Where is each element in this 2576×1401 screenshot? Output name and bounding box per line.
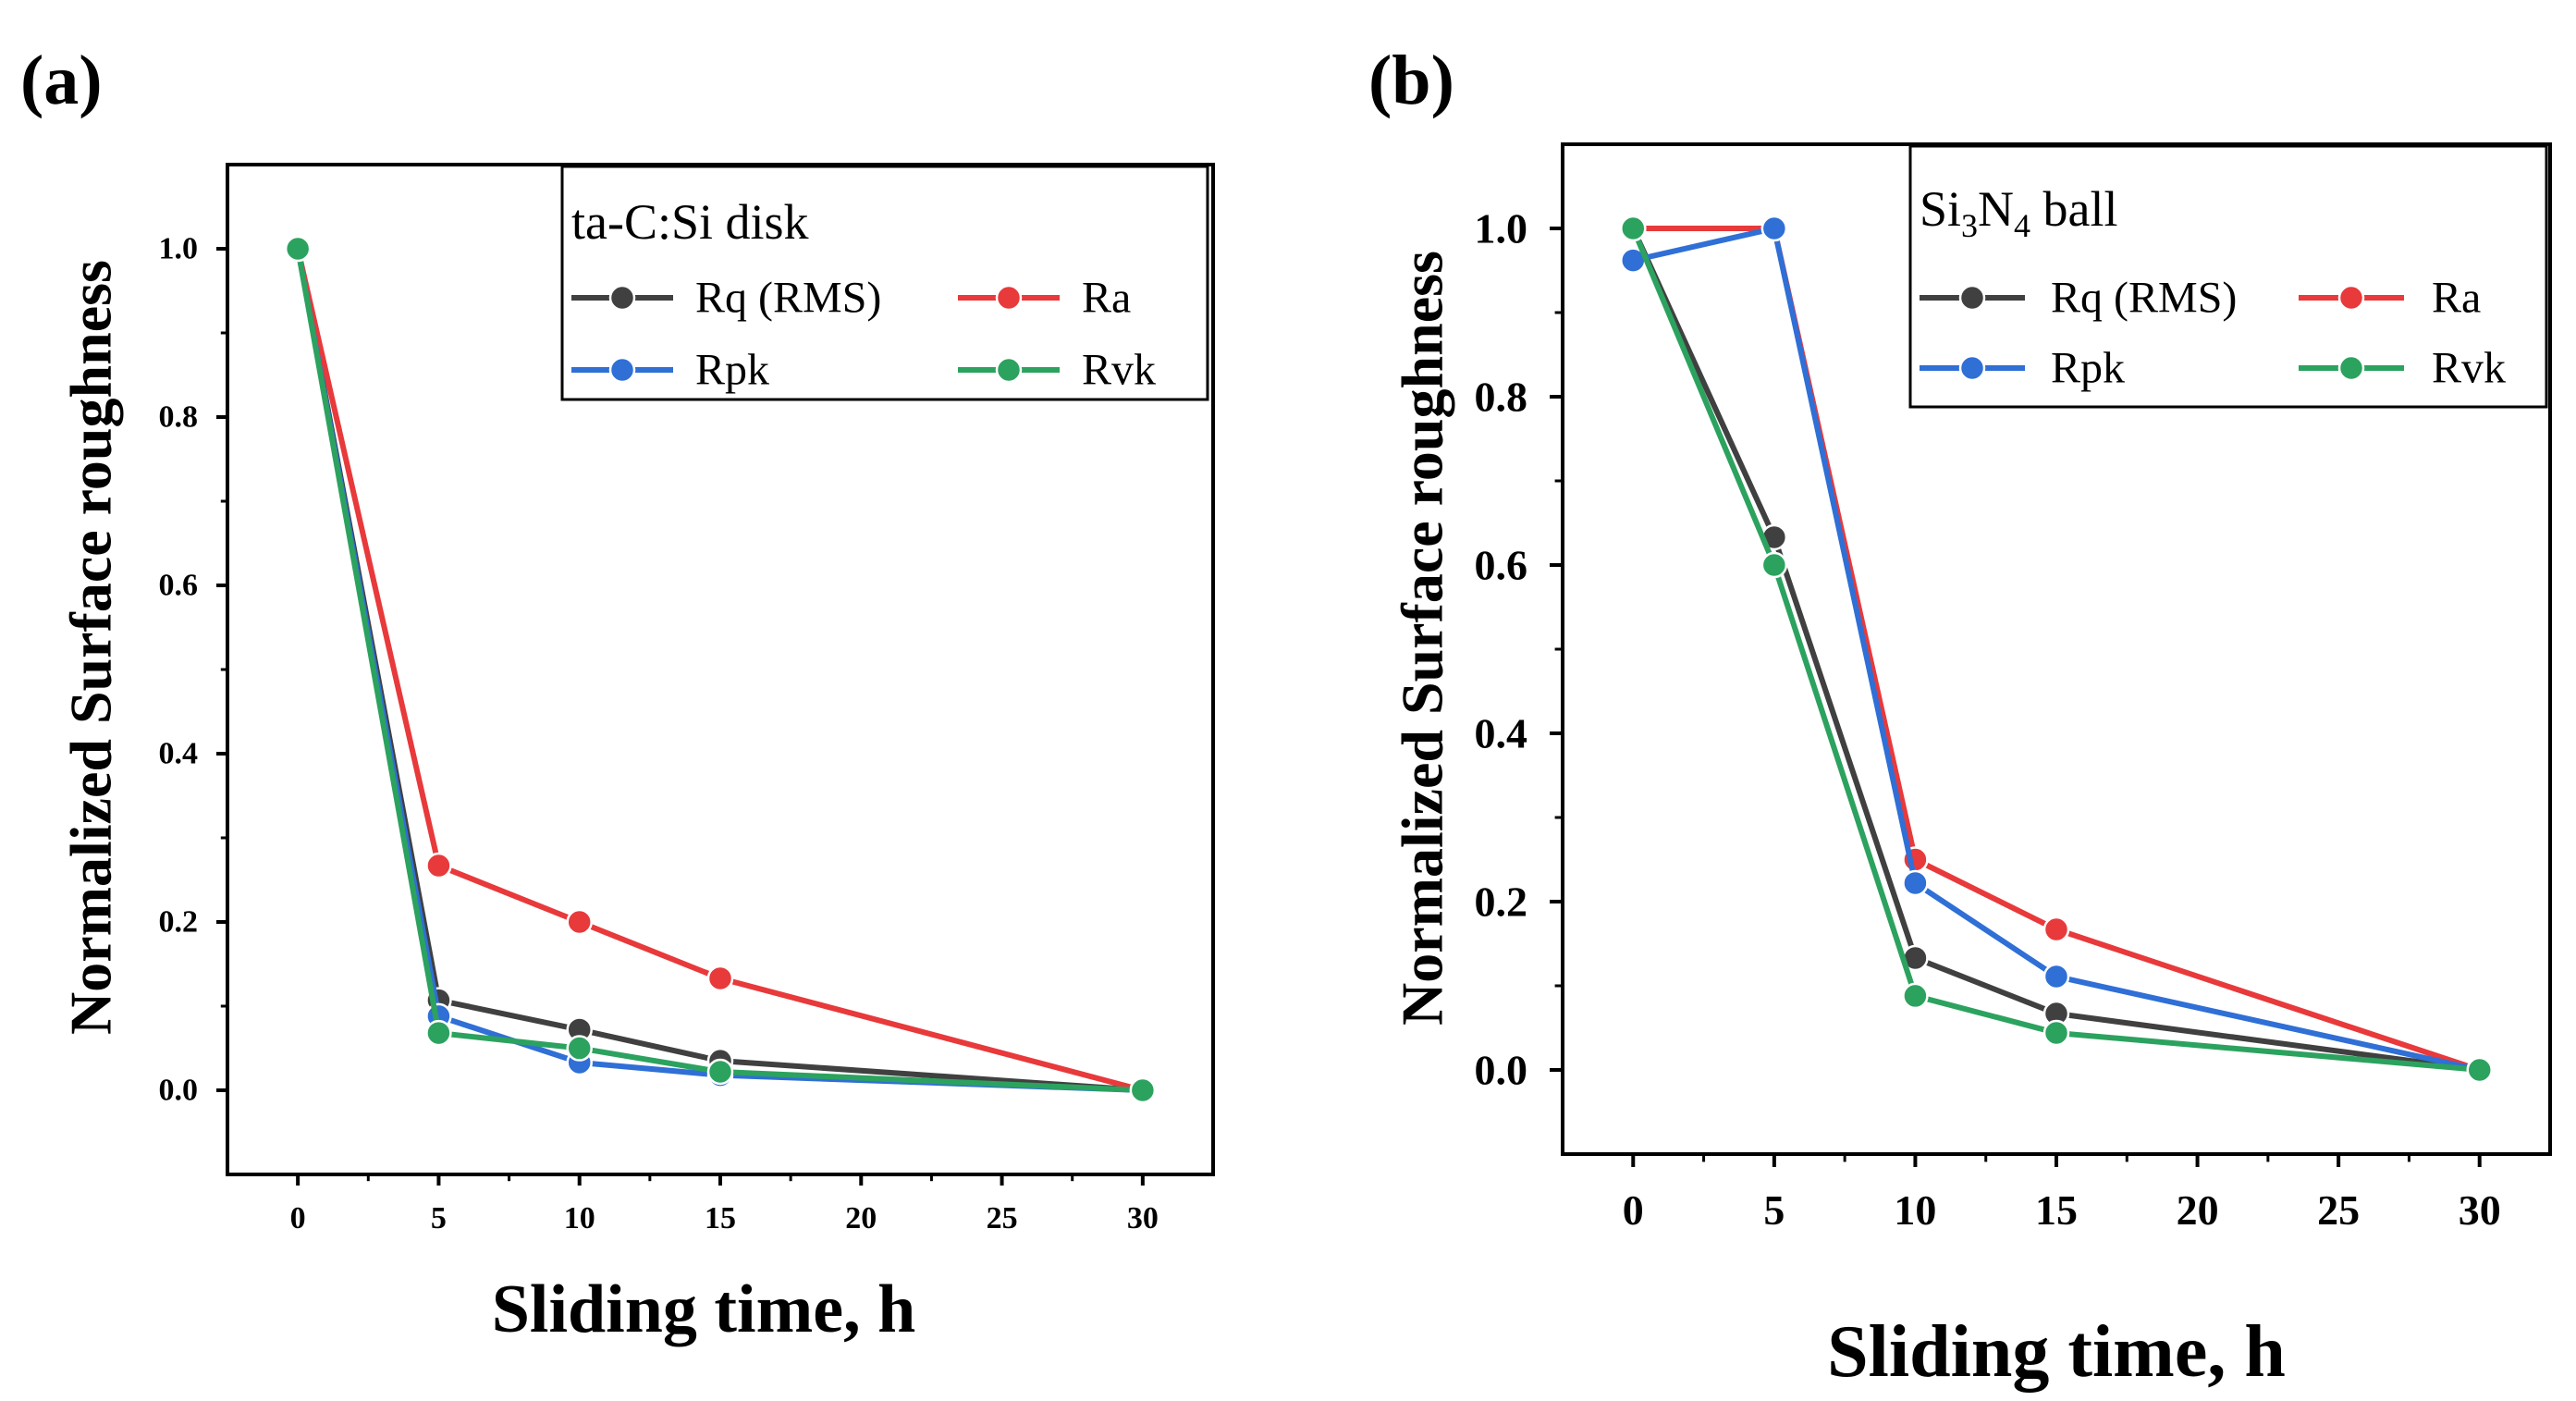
legend-marker (1958, 354, 1986, 382)
legend-marker (1958, 284, 1986, 312)
y-tick-label: 0.8 (159, 400, 199, 435)
y-axis-label: Normalized Surface roughness (58, 260, 124, 1035)
y-tick-label: 0.8 (1475, 374, 1528, 421)
legend-entry-ra: Ra (2432, 274, 2481, 323)
y-tick-label: 0.2 (159, 905, 199, 940)
data-point (2042, 963, 2070, 990)
legend-box (560, 165, 1209, 401)
x-tick-label: 0 (1623, 1186, 1644, 1234)
legend-title-subscript: 3 (1961, 207, 1978, 244)
legend-entry-rvk: Rvk (2432, 344, 2506, 393)
x-axis-label: Sliding time, h (492, 1272, 916, 1347)
data-point (1620, 215, 1647, 242)
x-tick-label: 20 (2177, 1186, 2219, 1234)
legend-title-part: N (1978, 181, 2014, 237)
data-point (706, 1058, 734, 1086)
x-tick-label: 0 (290, 1201, 306, 1235)
data-point (2042, 1019, 2070, 1047)
panel-b-chart: (b) 0 5 10 15 20 25 30 0.0 0.2 0.4 0.6 0.8 1.0 Normali… (1368, 42, 2552, 1393)
y-tick-label: 0.2 (1475, 879, 1528, 926)
legend-title-part: Si (1920, 181, 1961, 237)
x-tick-label: 25 (2317, 1186, 2360, 1234)
legend-entry-rq-rms-: Rq (RMS) (695, 274, 881, 323)
legend-entry-ra: Ra (1082, 274, 1131, 323)
y-axis-label: Normalized Surface roughness (1390, 251, 1455, 1026)
y-tick-label: 0.4 (159, 737, 199, 771)
data-point (566, 1035, 593, 1062)
panel-label: (a) (20, 42, 103, 119)
x-tick-label: 10 (564, 1201, 595, 1235)
x-tick-label: 15 (705, 1201, 736, 1235)
x-tick-label: 25 (987, 1201, 1018, 1235)
data-point (2466, 1056, 2493, 1084)
data-point (1129, 1076, 1157, 1104)
legend-title-part: ball (2030, 181, 2117, 237)
y-tick-label: 0.4 (1475, 710, 1528, 757)
data-point (425, 852, 452, 879)
legend-marker (995, 356, 1023, 384)
y-tick-label: 0.0 (1475, 1047, 1528, 1094)
data-point (1902, 869, 1929, 897)
data-point (1760, 551, 1788, 579)
legend-title-subscript: 4 (2014, 207, 2030, 244)
x-tick-label: 30 (1127, 1201, 1159, 1235)
data-point (2042, 916, 2070, 943)
data-point (425, 1019, 452, 1047)
legend-marker (608, 356, 636, 384)
x-axis-label: Sliding time, h (1827, 1311, 2286, 1393)
legend-marker (2337, 284, 2365, 312)
legend-entry-rpk: Rpk (2051, 344, 2125, 393)
x-tick-label: 5 (431, 1201, 447, 1235)
legend-title: ta-C:Si disk (571, 194, 809, 250)
legend-title: Si3N4 ball (1920, 181, 2118, 244)
y-tick-label: 0.6 (1475, 542, 1528, 589)
legend-marker (995, 284, 1023, 312)
legend-entry-rq-rms-: Rq (RMS) (2051, 274, 2237, 323)
panel-label: (b) (1368, 42, 1454, 119)
y-tick-label: 1.0 (159, 232, 199, 266)
x-tick-label: 15 (2035, 1186, 2078, 1234)
y-tick-label: 0.6 (159, 569, 199, 603)
legend-entry-rvk: Rvk (1082, 346, 1156, 395)
panel-a-chart: (a) 0 5 10 15 20 25 30 0.0 0.2 0.4 0.6 0.8 1.0 Normali… (20, 42, 1215, 1347)
x-tick-label: 10 (1894, 1186, 1936, 1234)
x-tick-label: 30 (2459, 1186, 2501, 1234)
data-point (284, 235, 312, 263)
y-tick-label: 1.0 (1475, 205, 1528, 252)
data-point (566, 908, 593, 936)
legend-box (1908, 144, 2548, 409)
legend-entry-rpk: Rpk (695, 346, 769, 395)
data-point (1760, 215, 1788, 242)
legend-marker (608, 284, 636, 312)
data-point (706, 965, 734, 992)
y-tick-label: 0.0 (159, 1074, 199, 1108)
data-point (1902, 982, 1929, 1010)
legend-marker (2337, 354, 2365, 382)
x-tick-label: 20 (845, 1201, 877, 1235)
x-tick-label: 5 (1763, 1186, 1785, 1234)
